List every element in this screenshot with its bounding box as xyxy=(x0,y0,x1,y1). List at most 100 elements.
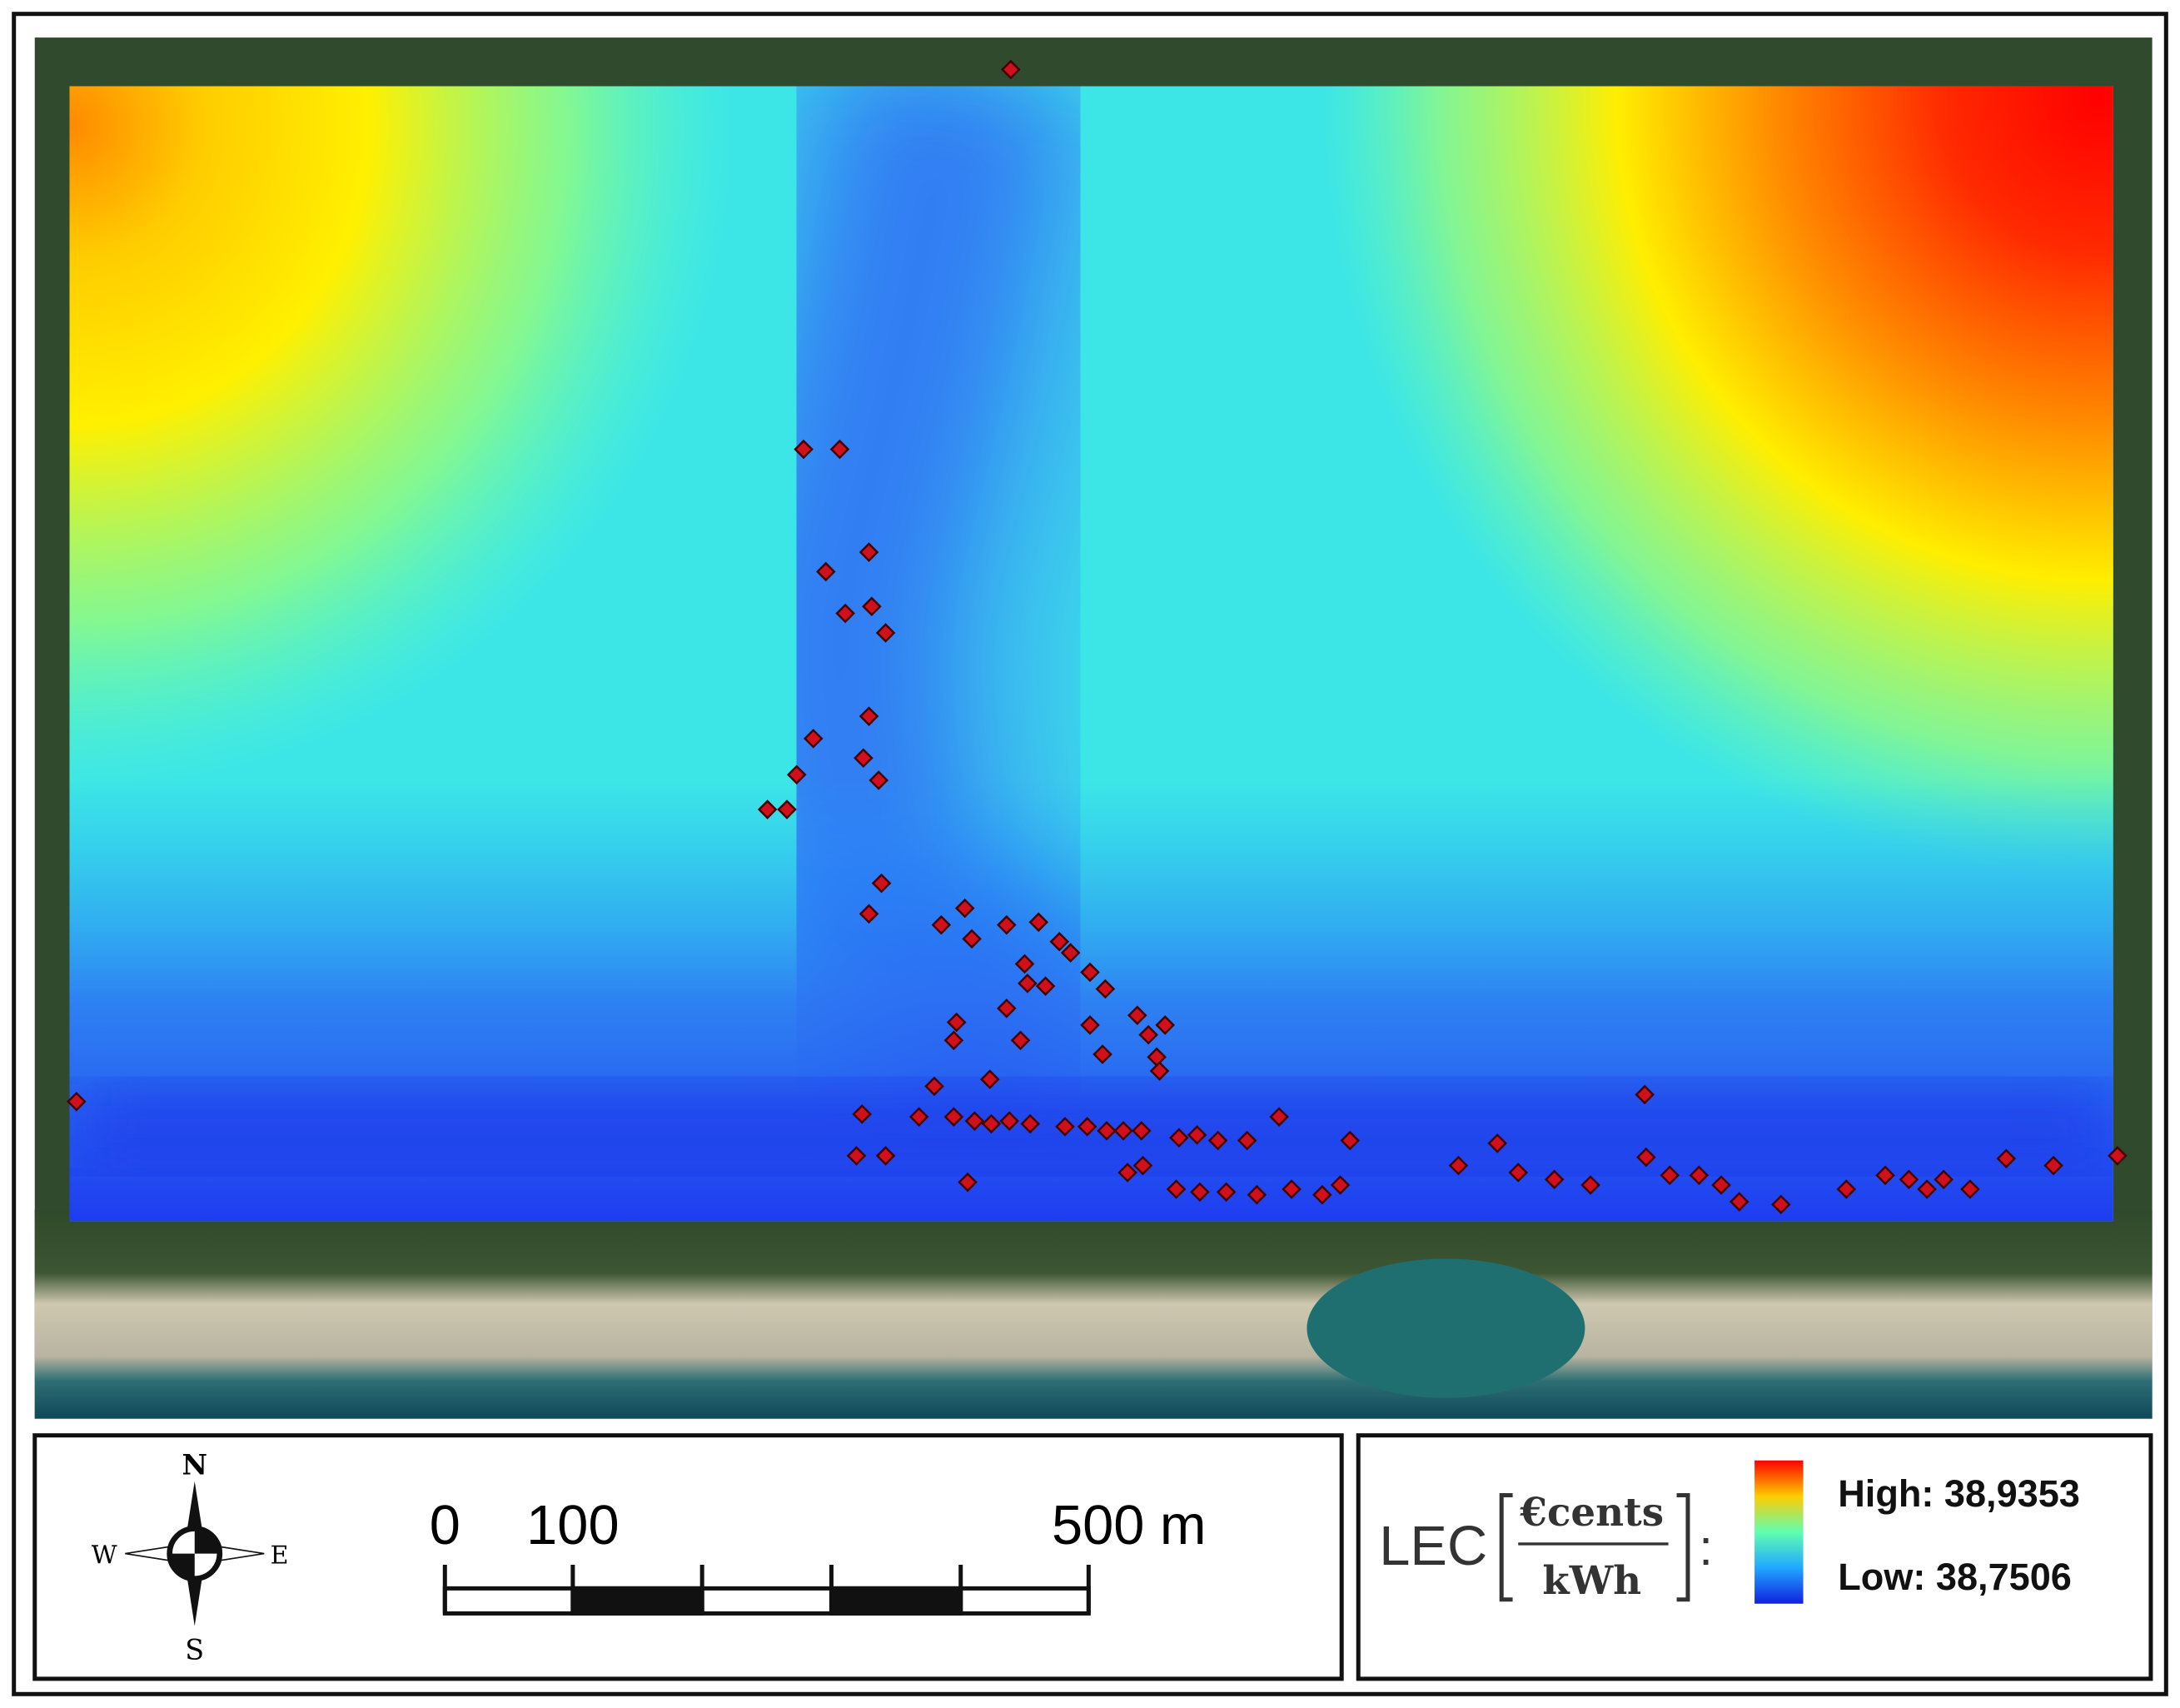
turbine xyxy=(871,873,892,894)
turbine xyxy=(869,770,889,790)
turbine xyxy=(1155,1015,1175,1035)
turbine xyxy=(1544,1169,1565,1190)
compass-west: W xyxy=(92,1541,117,1570)
legend-unit-numerator: €cents xyxy=(1519,1490,1664,1536)
turbine xyxy=(1138,1024,1158,1045)
legend-title: LEC xyxy=(1379,1516,1487,1577)
turbine xyxy=(1131,1121,1152,1141)
turbine xyxy=(846,1146,867,1166)
turbine xyxy=(835,603,855,624)
turbine xyxy=(962,929,982,949)
turbine xyxy=(1169,1128,1189,1148)
turbine xyxy=(815,561,836,582)
turbine xyxy=(979,1069,1000,1089)
turbine xyxy=(1312,1184,1332,1205)
turbine xyxy=(1237,1130,1257,1151)
turbine xyxy=(964,1111,985,1131)
turbine xyxy=(803,729,824,749)
turbine xyxy=(999,1111,1019,1131)
turbine xyxy=(1934,1169,1954,1190)
turbine xyxy=(1996,1148,2017,1169)
legend-unit-denominator: kWh xyxy=(1542,1558,1641,1604)
turbine xyxy=(943,1107,964,1127)
turbine xyxy=(1127,1005,1147,1026)
turbine xyxy=(829,439,850,460)
heatmap xyxy=(69,86,2113,1222)
turbine xyxy=(1049,931,1070,952)
scale-label: 100 xyxy=(526,1495,619,1556)
turbine xyxy=(1018,974,1038,993)
turbine xyxy=(1028,912,1049,933)
legend-brackets xyxy=(1499,1492,1690,1602)
turbine xyxy=(1010,1030,1031,1051)
turbine xyxy=(786,764,807,785)
turbine xyxy=(859,904,879,924)
turbine xyxy=(794,439,814,460)
turbine xyxy=(1060,943,1081,963)
turbine xyxy=(1711,1175,1731,1195)
turbine xyxy=(757,799,778,819)
turbine xyxy=(1055,1117,1075,1137)
turbine xyxy=(1207,1130,1228,1151)
turbine xyxy=(1635,1084,1655,1105)
turbine xyxy=(943,1030,964,1051)
turbine xyxy=(1269,1107,1289,1127)
compass-south: S xyxy=(185,1634,204,1666)
turbine xyxy=(1836,1179,1857,1199)
turbine xyxy=(1014,954,1035,974)
turbine xyxy=(1917,1179,1937,1199)
turbine xyxy=(954,898,975,919)
turbine xyxy=(1282,1179,1302,1199)
scale-bar xyxy=(442,1564,1091,1616)
turbine xyxy=(1689,1165,1710,1186)
turbine xyxy=(852,1104,872,1124)
compass-east: E xyxy=(271,1541,289,1570)
turbine xyxy=(1117,1163,1137,1183)
turbine xyxy=(1448,1155,1469,1176)
turbine xyxy=(997,914,1017,935)
coast xyxy=(34,1210,2153,1419)
turbine xyxy=(1020,1113,1040,1134)
turbine xyxy=(1340,1130,1361,1151)
turbine xyxy=(946,1012,967,1033)
turbine xyxy=(1330,1175,1351,1195)
turbine xyxy=(1113,1121,1133,1141)
turbine xyxy=(1771,1194,1791,1215)
turbine xyxy=(777,799,797,819)
turbine xyxy=(1487,1133,1507,1153)
turbine xyxy=(1080,962,1100,983)
scale-label: 0 xyxy=(430,1495,460,1556)
turbine xyxy=(875,623,896,643)
turbine xyxy=(1187,1125,1207,1145)
turbine xyxy=(1166,1179,1187,1199)
turbine xyxy=(1636,1147,1656,1168)
turbine xyxy=(1035,976,1056,996)
turbine xyxy=(931,914,952,935)
turbine xyxy=(859,542,879,562)
legend-separator: : xyxy=(1699,1520,1713,1576)
turbine xyxy=(859,706,879,726)
compass-north: N xyxy=(182,1448,207,1481)
turbine xyxy=(1097,1121,1117,1141)
turbine xyxy=(2043,1155,2063,1176)
turbine xyxy=(1190,1182,1210,1203)
turbine xyxy=(924,1076,944,1097)
turbine xyxy=(958,1172,978,1193)
turbine xyxy=(981,1113,1002,1134)
turbine xyxy=(908,1107,929,1127)
turbine xyxy=(1960,1179,1980,1199)
turbine xyxy=(1080,1015,1100,1035)
turbine-layer xyxy=(67,59,2128,1215)
turbine xyxy=(1247,1184,1267,1205)
turbine xyxy=(997,998,1017,1018)
turbine xyxy=(67,1092,87,1112)
turbine xyxy=(1092,1044,1112,1064)
turbine xyxy=(1077,1117,1097,1137)
turbine xyxy=(854,748,873,769)
turbine xyxy=(1132,1155,1153,1176)
turbine xyxy=(1149,1061,1170,1081)
turbine xyxy=(1508,1163,1529,1183)
turbine xyxy=(1001,59,1021,80)
